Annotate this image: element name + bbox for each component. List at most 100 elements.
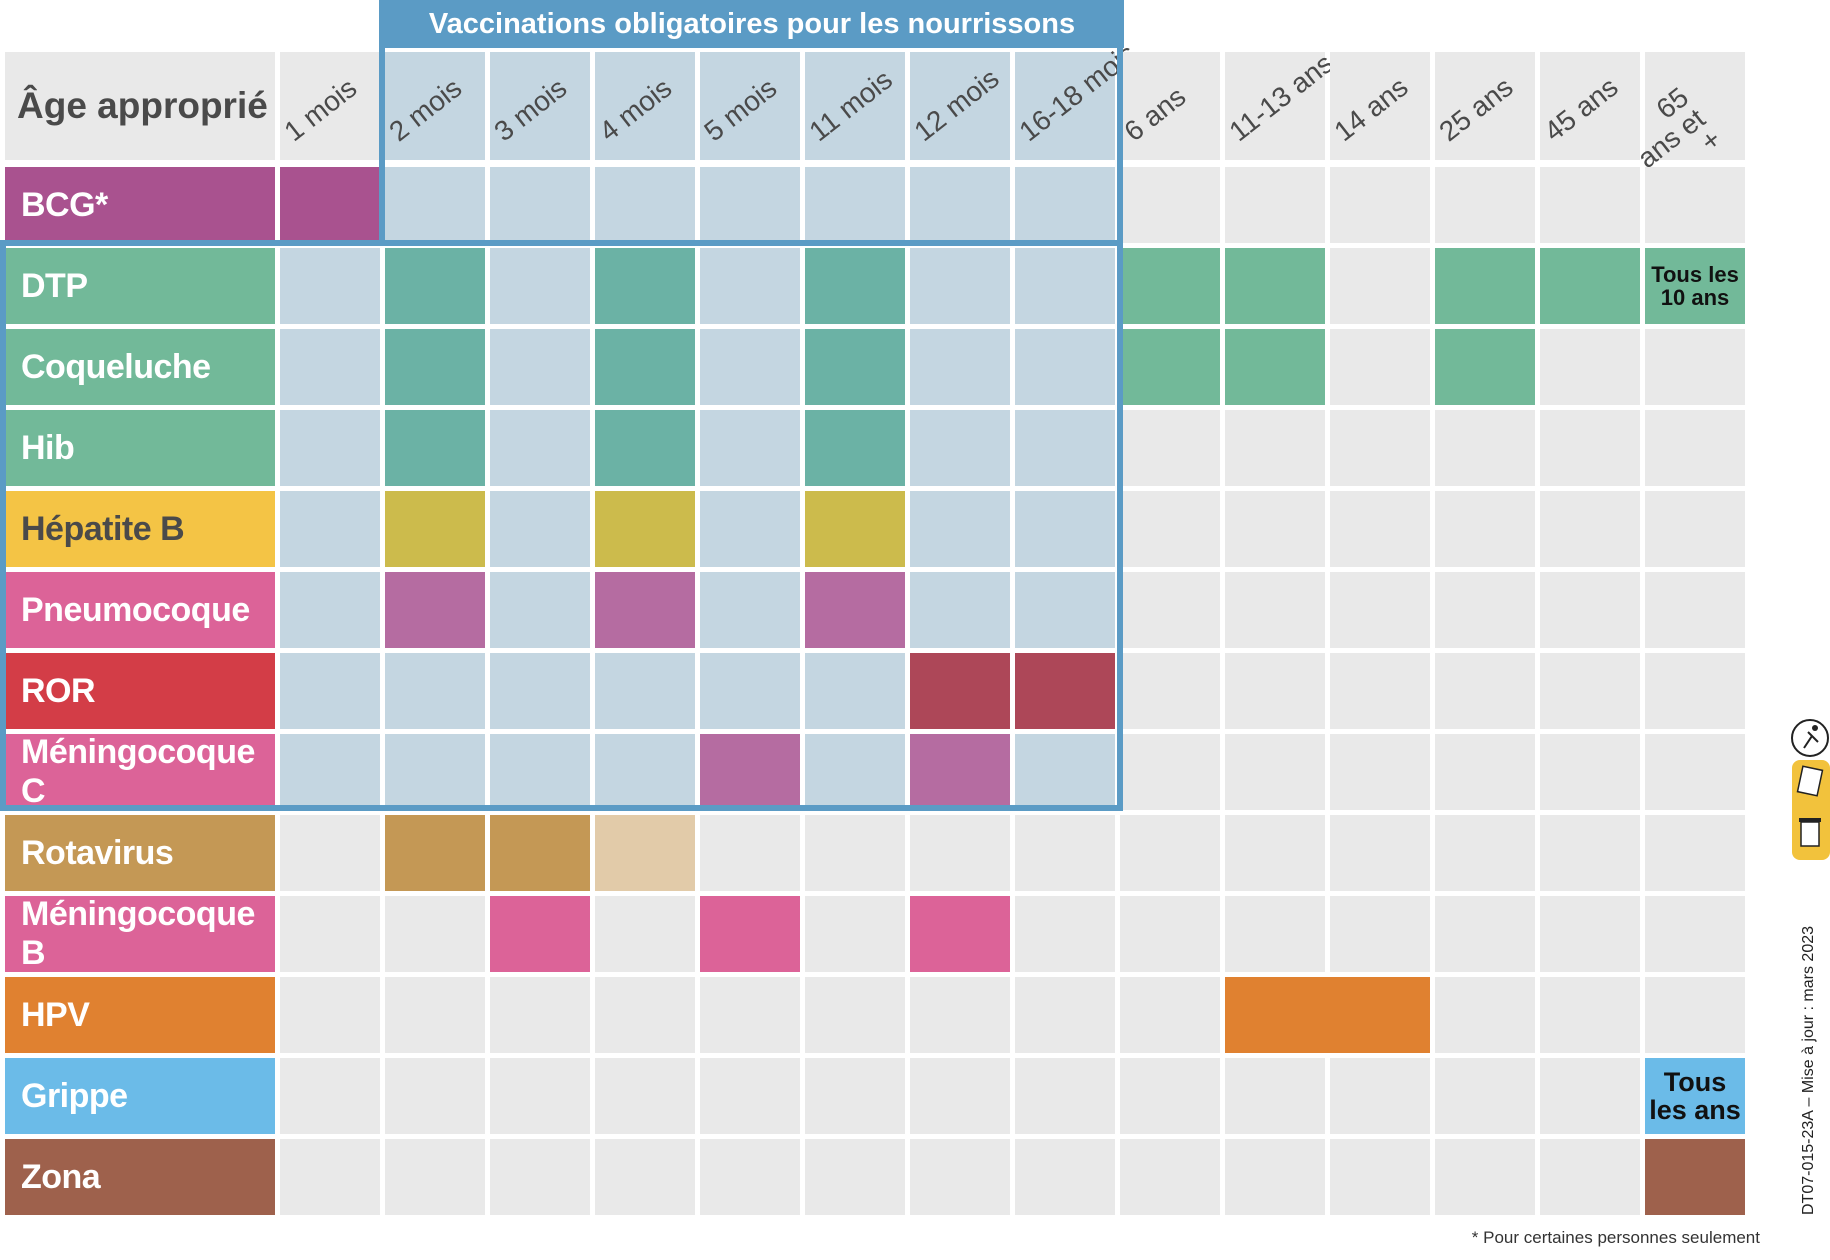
dose-cell — [1325, 977, 1330, 1053]
empty-cell — [1330, 815, 1430, 891]
empty-cell — [1330, 410, 1430, 486]
column-header-cell — [700, 52, 800, 160]
empty-cell — [1435, 491, 1535, 567]
empty-cell — [1540, 896, 1640, 972]
empty-cell — [805, 1139, 905, 1215]
empty-cell — [385, 896, 485, 972]
bin-icon — [1799, 818, 1821, 847]
column-header-cell — [1540, 52, 1640, 160]
empty-cell — [700, 977, 800, 1053]
empty-cell — [805, 653, 905, 729]
row-label-grippe: Grippe — [5, 1058, 275, 1134]
row-label-hpv: HPV — [5, 977, 275, 1053]
empty-cell — [1330, 896, 1430, 972]
empty-cell — [1330, 572, 1430, 648]
empty-cell — [490, 167, 590, 243]
empty-cell — [490, 653, 590, 729]
dose-cell — [385, 248, 485, 324]
empty-cell — [1645, 653, 1745, 729]
empty-cell — [1645, 896, 1745, 972]
empty-cell — [1645, 977, 1745, 1053]
empty-cell — [1015, 572, 1115, 648]
row-label-m-ningocoque-c: Méningocoque C — [5, 733, 275, 810]
dose-cell — [385, 572, 485, 648]
empty-cell — [1225, 734, 1325, 810]
empty-cell — [700, 815, 800, 891]
dose-cell — [595, 248, 695, 324]
dose-cell — [1435, 248, 1535, 324]
empty-cell — [1015, 410, 1115, 486]
empty-cell — [280, 653, 380, 729]
empty-cell — [910, 815, 1010, 891]
column-header-cell — [1330, 52, 1430, 160]
empty-cell — [490, 1058, 590, 1134]
empty-cell — [490, 572, 590, 648]
dose-cell — [1015, 653, 1115, 729]
dose-cell — [805, 491, 905, 567]
column-header-cell — [490, 52, 590, 160]
empty-cell — [1225, 815, 1325, 891]
empty-cell — [1015, 1139, 1115, 1215]
infant-mandatory-banner: Vaccinations obligatoires pour les nourr… — [380, 0, 1124, 48]
empty-cell — [1120, 815, 1220, 891]
empty-cell — [1540, 815, 1640, 891]
empty-cell — [910, 977, 1010, 1053]
dose-cell — [700, 896, 800, 972]
empty-cell — [595, 653, 695, 729]
dose-cell — [595, 329, 695, 405]
row-label-bcg-: BCG* — [5, 167, 275, 243]
empty-cell — [280, 815, 380, 891]
recycle-person-icon — [1791, 719, 1829, 757]
empty-cell — [1435, 815, 1535, 891]
empty-cell — [490, 329, 590, 405]
empty-cell — [1015, 815, 1115, 891]
side-logos — [1788, 712, 1830, 860]
empty-cell — [1120, 1058, 1220, 1134]
empty-cell — [910, 1058, 1010, 1134]
empty-cell — [1645, 410, 1745, 486]
empty-cell — [1435, 572, 1535, 648]
empty-cell — [700, 1058, 800, 1134]
empty-cell — [910, 572, 1010, 648]
empty-cell — [595, 167, 695, 243]
dose-cell — [280, 167, 380, 243]
empty-cell — [1015, 167, 1115, 243]
dose-cell — [1645, 1139, 1745, 1215]
empty-cell — [1015, 1058, 1115, 1134]
empty-cell — [1225, 572, 1325, 648]
empty-cell — [280, 491, 380, 567]
dose-cell — [1645, 1058, 1745, 1134]
dose-cell — [910, 653, 1010, 729]
empty-cell — [280, 1139, 380, 1215]
dose-cell — [1120, 329, 1220, 405]
corner-header: Âge approprié — [5, 52, 275, 160]
empty-cell — [280, 248, 380, 324]
column-header-cell — [385, 52, 485, 160]
empty-cell — [700, 410, 800, 486]
dose-cell — [1645, 248, 1745, 324]
dose-cell — [805, 329, 905, 405]
row-label-ror: ROR — [5, 653, 275, 729]
row-label-dtp: DTP — [5, 248, 275, 324]
empty-cell — [1540, 329, 1640, 405]
dose-cell — [1225, 329, 1325, 405]
empty-cell — [910, 1139, 1010, 1215]
column-header-cell — [1015, 52, 1115, 160]
dose-cell — [595, 410, 695, 486]
empty-cell — [1015, 329, 1115, 405]
empty-cell — [910, 410, 1010, 486]
dose-cell — [385, 815, 485, 891]
empty-cell — [1330, 491, 1430, 567]
empty-cell — [805, 167, 905, 243]
dose-cell — [1540, 248, 1640, 324]
dose-cell — [805, 572, 905, 648]
column-header-cell — [805, 52, 905, 160]
dose-note: Tous les ans — [1649, 1066, 1741, 1125]
empty-cell — [910, 491, 1010, 567]
row-label-pneumocoque: Pneumocoque — [5, 572, 275, 648]
document-icon — [1796, 765, 1824, 797]
empty-cell — [1120, 1139, 1220, 1215]
empty-cell — [385, 1058, 485, 1134]
dose-cell — [385, 329, 485, 405]
empty-cell — [595, 1139, 695, 1215]
